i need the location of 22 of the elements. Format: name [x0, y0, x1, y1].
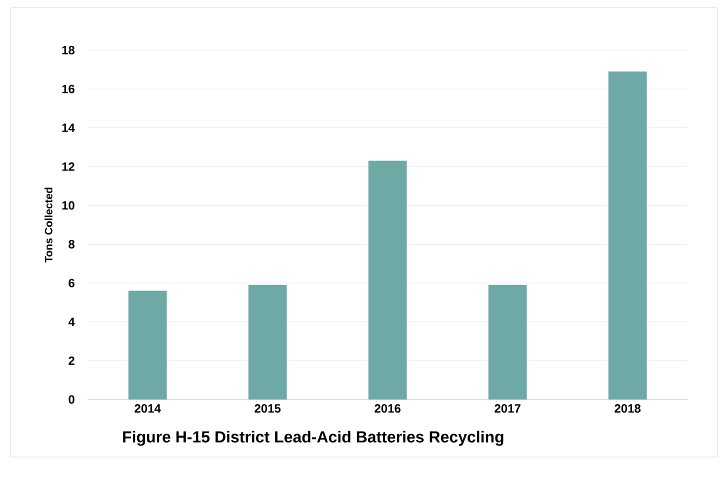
bar: [368, 160, 407, 400]
x-tick-label: 2018: [614, 404, 641, 413]
x-tick-label: 2016: [374, 404, 400, 413]
y-tick-label: 4: [68, 318, 75, 326]
bar: [128, 290, 167, 400]
y-tick-label: 18: [62, 46, 75, 54]
x-tick-label: 2014: [134, 404, 161, 413]
y-tick-label: 0: [68, 395, 74, 404]
text: Figure H-15 District Lead-Acid Batteries Recycling: [123, 430, 504, 446]
y-tick-label: 2: [68, 356, 74, 365]
y-axis-title: Tons Collected: [44, 188, 52, 263]
y-tick-label: 16: [62, 84, 74, 94]
x-tick-label: 2015: [254, 404, 281, 413]
bar: [608, 71, 647, 400]
y-tick-label: 6: [68, 278, 74, 288]
bar: [248, 284, 287, 400]
y-tick-label: 14: [62, 124, 75, 132]
x-tick-label: 2017: [494, 404, 520, 413]
bar: [488, 284, 527, 400]
y-tick-label: 12: [62, 162, 74, 171]
y-tick-label: 10: [62, 201, 74, 210]
y-tick-label: 8: [68, 240, 75, 248]
